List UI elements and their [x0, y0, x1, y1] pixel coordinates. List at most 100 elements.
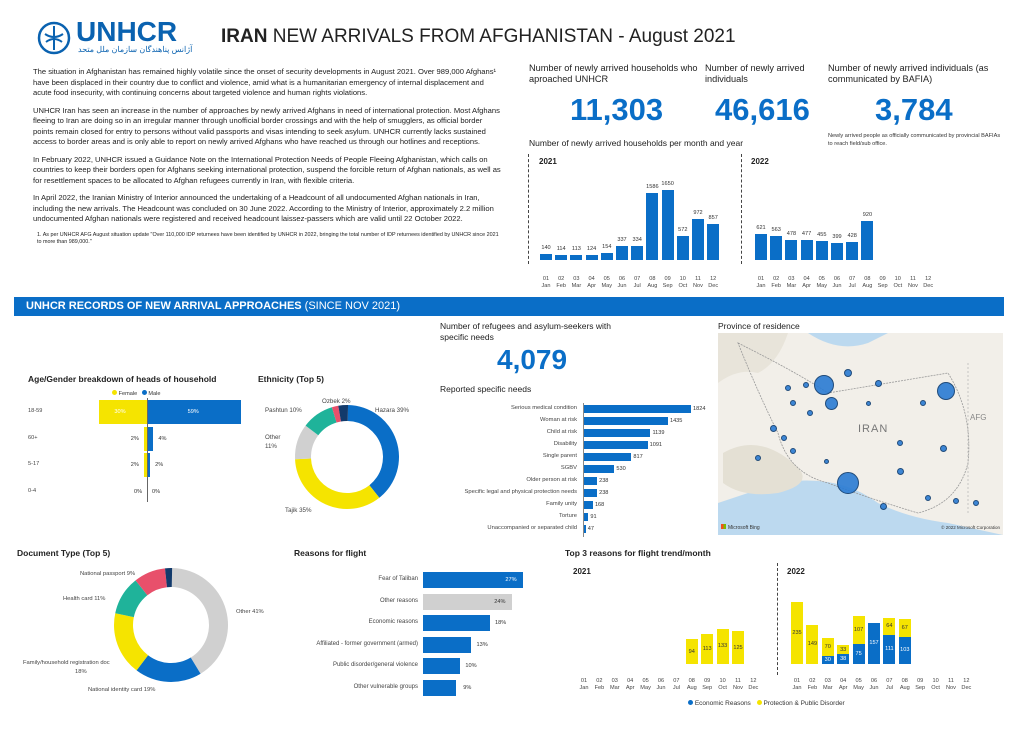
age-row-label: 0-4: [28, 488, 37, 494]
reason-label: Public disorder/general violence: [332, 662, 418, 668]
hh-value-label: 857: [708, 214, 718, 221]
month-number: 06: [657, 678, 665, 684]
map-bubble: [920, 400, 926, 406]
trend-bar-prot: [821, 637, 834, 657]
donut-slice: [171, 568, 228, 674]
trend-month-label: 06 Jun: [652, 678, 670, 692]
map-country-label: IRAN: [858, 423, 889, 435]
needs-label: Torture: [558, 513, 577, 519]
month-name: Jul: [885, 685, 893, 691]
trend-value: 111: [885, 646, 894, 653]
month-name: Jul: [848, 283, 856, 289]
reason-bar: [423, 658, 461, 674]
hh-month-label: 03 Mar: [782, 276, 800, 290]
hh-bar: [831, 243, 843, 260]
month-name: Mar: [822, 685, 833, 691]
hh-value-label: 114: [556, 246, 566, 253]
month-number: 12: [925, 276, 932, 282]
map-neighbor-label: AFG: [970, 413, 987, 422]
hh-value-label: 478: [786, 230, 797, 237]
month-name: Feb: [771, 283, 781, 289]
male-bar: [147, 427, 154, 451]
month-name: Feb: [807, 685, 818, 691]
hh-value-label: 140: [541, 245, 551, 252]
month-number: 09: [917, 678, 924, 684]
hh-month-label: 02 Feb: [767, 276, 785, 290]
map-bubble: [937, 382, 955, 400]
trend-bar-prot: [898, 619, 911, 637]
hh-value-label: 563: [771, 227, 781, 234]
hh-month-label: 09 Sep: [659, 276, 677, 290]
map-bubble: [925, 495, 931, 501]
month-name: May: [816, 283, 828, 289]
hh-month-label: 09 Sep: [874, 276, 892, 290]
province-title: Province of residence: [718, 321, 800, 331]
trend-value: 67: [901, 624, 908, 631]
month-number: 07: [634, 276, 641, 282]
month-name: Apr: [802, 283, 811, 289]
hh-bar: [631, 245, 644, 260]
hh-bar: [555, 255, 568, 260]
hh-month-label: 06 Jun: [613, 276, 631, 290]
month-number: 02: [809, 678, 816, 684]
month-name: May: [640, 685, 651, 691]
month-name: Dec: [708, 283, 719, 289]
month-name: Aug: [647, 283, 658, 289]
reason-value: 24%: [494, 598, 506, 605]
trend-month-label: 11 Nov: [729, 678, 747, 692]
reason-bar: [423, 679, 457, 696]
month-number: 08: [901, 678, 908, 684]
needs-bar: [583, 441, 648, 449]
hh-month-label: 12 Dec: [704, 276, 722, 290]
hh-value-label: 154: [602, 244, 612, 251]
map-bubble: [790, 448, 796, 454]
month-number: 03: [611, 678, 618, 684]
hh-value-label: 572: [678, 226, 688, 233]
trend-value: 113: [702, 646, 712, 653]
month-name: Oct: [931, 685, 940, 691]
month-name: Dec: [748, 685, 759, 691]
age-gender-legend: Female Male: [112, 390, 160, 397]
map-bubble: [769, 424, 777, 432]
hh-month-label: 01 Jan: [752, 276, 770, 290]
donut-slice: [164, 568, 173, 588]
female-bar: [143, 427, 147, 451]
month-number: 05: [603, 276, 610, 282]
trend-bar-prot: [806, 624, 819, 664]
donut-slice: [295, 458, 380, 509]
female-value: 30%: [114, 409, 126, 415]
month-name: Jan: [541, 283, 551, 289]
document-type-title: Document Type (Top 5): [17, 548, 111, 558]
trend-bar-prot: [716, 628, 729, 664]
hh-value-label: 428: [847, 232, 857, 239]
month-number: 06: [833, 276, 841, 282]
age-row-label: 60+: [28, 435, 38, 441]
reason-label: Affiliated - former government (armed): [316, 640, 418, 647]
month-number: 11: [948, 678, 954, 684]
male-value: 59%: [187, 409, 199, 415]
trend-year-2022: 2022: [787, 567, 805, 576]
reason-label: Other reasons: [379, 597, 418, 604]
month-number: 11: [735, 678, 741, 684]
trend-bar-prot: [701, 634, 714, 664]
needs-bar: [583, 405, 691, 413]
document-type-label: 18%: [75, 669, 87, 675]
map-bubble: [953, 498, 959, 504]
trend-month-label: 09 Sep: [698, 678, 716, 692]
month-number: 12: [710, 276, 717, 282]
month-name: Mar: [571, 283, 582, 289]
intro-paragraph: UNHCR Iran has seen an increase in the n…: [33, 105, 500, 147]
month-name: Apr: [625, 685, 635, 691]
female-legend-label: Female: [118, 391, 138, 397]
map-bubble: [874, 379, 882, 387]
month-name: Oct: [718, 685, 727, 691]
month-name: Sep: [915, 685, 926, 691]
hh-month-label: 07 Jul: [843, 276, 861, 290]
month-number: 04: [627, 678, 634, 684]
month-number: 08: [688, 678, 695, 684]
province-map[interactable]: IRAN AFG Microsoft Bing © 2022 Microsoft…: [718, 333, 1003, 535]
map-bubble: [973, 500, 979, 506]
donut-slice: [295, 425, 319, 460]
month-name: Sep: [662, 283, 673, 289]
hh-bar: [861, 220, 874, 260]
